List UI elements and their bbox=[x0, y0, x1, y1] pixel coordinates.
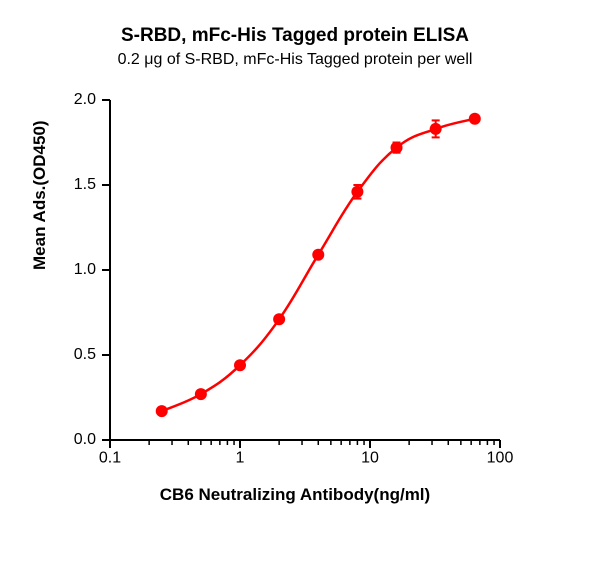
chart-title: S-RBD, mFc-His Tagged protein ELISA bbox=[0, 25, 590, 47]
svg-text:0.5: 0.5 bbox=[74, 346, 96, 363]
y-axis-label: Mean Ads.(OD450) bbox=[30, 120, 50, 270]
svg-text:100: 100 bbox=[487, 449, 514, 466]
svg-text:1.5: 1.5 bbox=[74, 176, 96, 193]
svg-text:1: 1 bbox=[236, 449, 245, 466]
x-axis-label: CB6 Neutralizing Antibody(ng/ml) bbox=[0, 485, 590, 505]
chart-titles: S-RBD, mFc-His Tagged protein ELISA 0.2 … bbox=[0, 25, 590, 69]
svg-text:0.0: 0.0 bbox=[74, 431, 96, 448]
plot-area: 0.00.51.01.52.00.1110100 bbox=[110, 100, 500, 440]
elisa-chart-container: S-RBD, mFc-His Tagged protein ELISA 0.2 … bbox=[0, 0, 590, 564]
svg-text:1.0: 1.0 bbox=[74, 261, 96, 278]
chart-subtitle: 0.2 μg of S-RBD, mFc-His Tagged protein … bbox=[0, 51, 590, 69]
chart-svg: 0.00.51.01.52.00.1110100 bbox=[110, 100, 500, 440]
svg-text:2.0: 2.0 bbox=[74, 91, 96, 108]
svg-text:0.1: 0.1 bbox=[99, 449, 121, 466]
svg-text:10: 10 bbox=[361, 449, 379, 466]
